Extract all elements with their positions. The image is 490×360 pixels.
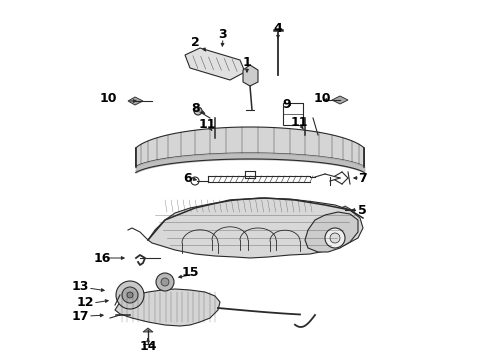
Text: 4: 4 bbox=[273, 22, 282, 35]
Circle shape bbox=[301, 133, 309, 141]
Polygon shape bbox=[185, 48, 245, 80]
Circle shape bbox=[156, 273, 174, 291]
Polygon shape bbox=[243, 65, 258, 86]
Circle shape bbox=[116, 281, 144, 309]
Text: 3: 3 bbox=[218, 28, 226, 41]
Circle shape bbox=[210, 135, 220, 145]
Text: 8: 8 bbox=[192, 102, 200, 114]
Text: 2: 2 bbox=[191, 36, 199, 49]
Circle shape bbox=[325, 228, 345, 248]
Polygon shape bbox=[128, 97, 143, 105]
Polygon shape bbox=[338, 206, 352, 214]
Text: 9: 9 bbox=[283, 98, 292, 111]
Polygon shape bbox=[115, 289, 220, 326]
Circle shape bbox=[330, 233, 340, 243]
Text: 13: 13 bbox=[72, 280, 89, 293]
Text: 1: 1 bbox=[243, 55, 251, 68]
Text: 10: 10 bbox=[99, 93, 117, 105]
Text: 15: 15 bbox=[181, 266, 199, 279]
Bar bbox=[283, 103, 303, 125]
Polygon shape bbox=[143, 328, 153, 332]
Text: 10: 10 bbox=[313, 93, 331, 105]
Polygon shape bbox=[332, 96, 348, 104]
Polygon shape bbox=[148, 198, 363, 258]
Circle shape bbox=[161, 278, 169, 286]
Circle shape bbox=[194, 107, 202, 115]
Polygon shape bbox=[136, 127, 364, 167]
Text: 6: 6 bbox=[184, 171, 192, 184]
Text: 11: 11 bbox=[290, 117, 308, 130]
Text: 14: 14 bbox=[139, 339, 157, 352]
Text: 11: 11 bbox=[198, 118, 216, 131]
Text: 7: 7 bbox=[358, 171, 367, 184]
Text: 17: 17 bbox=[71, 310, 89, 324]
Circle shape bbox=[127, 292, 133, 298]
Text: 12: 12 bbox=[76, 296, 94, 309]
Polygon shape bbox=[305, 212, 358, 252]
Text: 16: 16 bbox=[93, 252, 111, 265]
Text: 5: 5 bbox=[358, 203, 367, 216]
Circle shape bbox=[122, 287, 138, 303]
